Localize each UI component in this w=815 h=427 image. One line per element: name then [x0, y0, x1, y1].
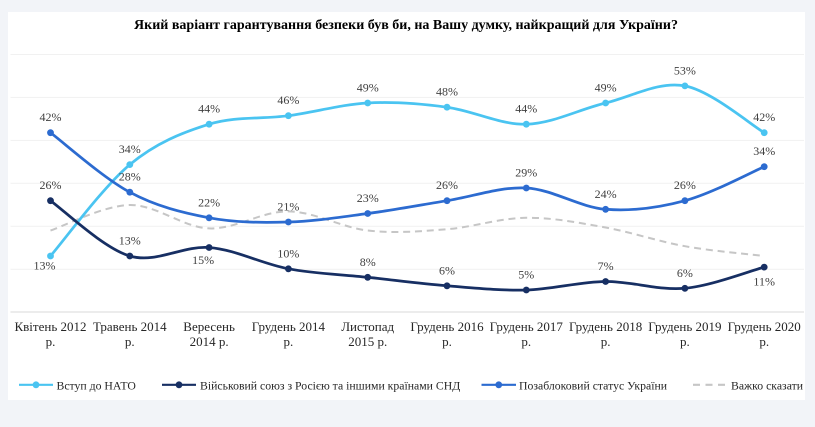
svg-text:53%: 53% — [674, 63, 696, 77]
svg-text:44%: 44% — [198, 102, 220, 116]
svg-text:34%: 34% — [119, 142, 141, 156]
svg-text:Грудень 2019: Грудень 2019 — [648, 319, 721, 334]
svg-text:Грудень 2014: Грудень 2014 — [252, 319, 326, 334]
svg-text:28%: 28% — [119, 170, 141, 184]
svg-text:22%: 22% — [198, 195, 220, 209]
svg-text:Грудень 2017: Грудень 2017 — [490, 319, 564, 334]
svg-text:р.: р. — [442, 334, 452, 349]
svg-text:Квітень 2012: Квітень 2012 — [14, 319, 86, 334]
svg-text:7%: 7% — [598, 259, 614, 273]
svg-text:р.: р. — [680, 334, 690, 349]
svg-text:6%: 6% — [677, 266, 693, 280]
svg-text:42%: 42% — [753, 110, 775, 124]
svg-text:48%: 48% — [436, 85, 458, 99]
svg-text:р.: р. — [46, 334, 56, 349]
svg-text:29%: 29% — [515, 166, 537, 180]
svg-text:р.: р. — [125, 334, 135, 349]
svg-text:Позаблоковий статус України: Позаблоковий статус України — [519, 379, 668, 392]
svg-text:44%: 44% — [515, 102, 537, 116]
svg-text:46%: 46% — [277, 93, 299, 107]
svg-text:Грудень 2018: Грудень 2018 — [569, 319, 642, 334]
svg-text:р.: р. — [284, 334, 294, 349]
svg-text:13%: 13% — [34, 259, 56, 273]
svg-text:26%: 26% — [674, 178, 696, 192]
svg-text:Вересень: Вересень — [183, 319, 235, 334]
svg-text:5%: 5% — [518, 268, 534, 282]
svg-text:Грудень 2020: Грудень 2020 — [728, 319, 801, 334]
svg-text:Військовий союз з Росією та ін: Військовий союз з Росією та іншими країн… — [200, 379, 460, 392]
svg-text:15%: 15% — [192, 253, 214, 267]
svg-text:49%: 49% — [357, 81, 379, 95]
svg-text:6%: 6% — [439, 263, 455, 277]
svg-text:24%: 24% — [595, 187, 617, 201]
svg-text:23%: 23% — [357, 191, 379, 205]
svg-text:Листопад: Листопад — [341, 319, 394, 334]
svg-text:Грудень 2016: Грудень 2016 — [410, 319, 484, 334]
svg-text:р.: р. — [601, 334, 611, 349]
svg-text:49%: 49% — [595, 81, 617, 95]
svg-text:10%: 10% — [277, 246, 299, 260]
svg-text:2014 р.: 2014 р. — [190, 334, 229, 349]
svg-text:р.: р. — [759, 334, 769, 349]
svg-text:42%: 42% — [40, 110, 62, 124]
svg-text:13%: 13% — [119, 234, 141, 248]
svg-text:р.: р. — [521, 334, 531, 349]
svg-text:26%: 26% — [436, 178, 458, 192]
svg-text:2015 р.: 2015 р. — [348, 334, 387, 349]
svg-text:26%: 26% — [40, 178, 62, 192]
svg-text:Який варіант гарантування безп: Який варіант гарантування безпеки був би… — [134, 18, 678, 33]
svg-text:Важко сказати: Важко сказати — [731, 379, 804, 392]
svg-text:8%: 8% — [360, 255, 376, 269]
svg-text:21%: 21% — [277, 200, 299, 214]
svg-text:11%: 11% — [753, 275, 775, 289]
svg-text:34%: 34% — [753, 144, 775, 158]
svg-text:Вступ до НАТО: Вступ до НАТО — [57, 379, 136, 392]
svg-text:Травень 2014: Травень 2014 — [93, 319, 167, 334]
